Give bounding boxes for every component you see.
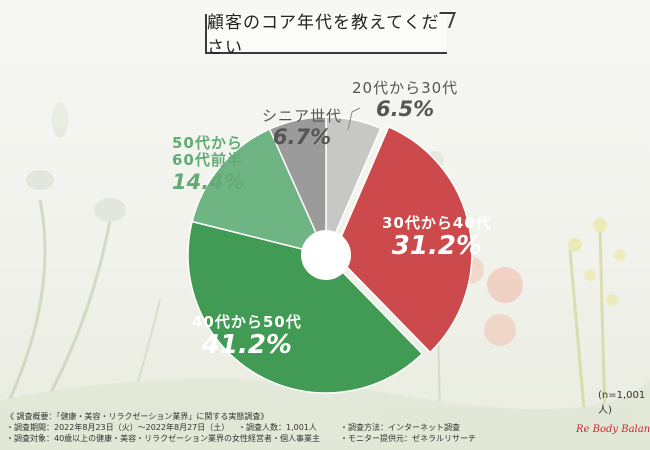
footer-period: ・調査期間：2022年8月23日（火）〜2022年8月27日（土） (6, 423, 230, 432)
pie-slice-4 (268, 116, 327, 256)
slice-name: 50代から60代前半 (172, 134, 243, 170)
pie-slice-3 (191, 128, 328, 257)
slice-label-50-60: 50代から60代前半 14.4% (172, 134, 250, 194)
footer-people: ・調査人数：1,001人 (238, 423, 317, 432)
slice-label-20-30: 20代から30代 6.5% (352, 79, 459, 122)
slice-value: 6.7% (272, 125, 332, 150)
footer-overview: 《 調査概要：「健康・美容・リラクゼーション業界」に関する実態調査》 (6, 412, 269, 421)
slice-name: シニア世代 (262, 107, 343, 125)
title-banner: 顧客のコア年代を教えてください (205, 12, 456, 58)
slice-value: 6.5% (375, 97, 435, 122)
leader-line (347, 107, 361, 131)
donut-hole (301, 230, 351, 280)
footer-method: ・調査方法：インターネット調査 (340, 423, 460, 432)
slice-value: 31.2% (391, 231, 482, 262)
footer-target: ・調査対象：40歳以上の健康・美容・リラクゼーション業界の女性経営者・個人事業主 (6, 434, 321, 443)
slice-name: 20代から30代 (352, 79, 459, 97)
sample-size: (n=1,001人) (598, 390, 646, 416)
slice-label-40-50: 40代から50代 41.2% (192, 313, 302, 361)
pie-slice-1 (332, 125, 473, 354)
logo-text: Re Body Balance (576, 424, 650, 435)
slice-label-30-40: 30代から40代 31.2% (382, 214, 492, 262)
slice-value: 41.2% (201, 330, 292, 361)
slice-name: 40代から50代 (192, 313, 302, 331)
survey-footer: 《 調査概要：「健康・美容・リラクゼーション業界」に関する実態調査》 ・調査期間… (6, 411, 566, 444)
slice-label-senior: シニア世代 6.7% (262, 107, 343, 150)
slice-value: 14.4% (172, 169, 245, 194)
slice-name: 30代から40代 (382, 214, 492, 232)
footer-provider: ・モニター提供元：ゼネラルリサーチ (340, 434, 476, 443)
pie-slice-2 (187, 220, 424, 394)
brand-logo: Re Body Balance (576, 424, 650, 435)
chart-title: 顧客のコア年代を教えてください (207, 13, 440, 58)
